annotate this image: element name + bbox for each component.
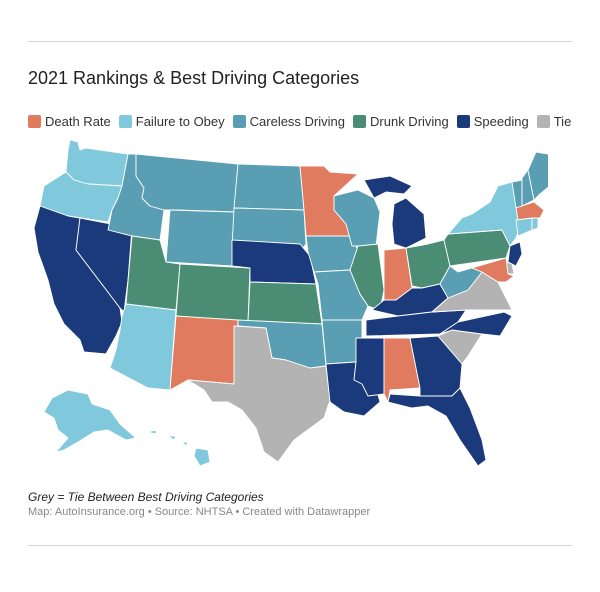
state-HI[interactable] bbox=[147, 429, 211, 467]
state-NM[interactable] bbox=[169, 315, 239, 391]
legend-label-drunk-driving: Drunk Driving bbox=[370, 114, 449, 129]
state-ME[interactable] bbox=[527, 151, 548, 201]
map-note: Grey = Tie Between Best Driving Categori… bbox=[28, 490, 264, 504]
legend-swatch-failure-to-obey bbox=[118, 115, 132, 128]
legend-item-failure-to-obey: Failure to Obey bbox=[118, 114, 225, 129]
legend-item-tie: Tie bbox=[536, 114, 572, 129]
legend-label-tie: Tie bbox=[553, 114, 572, 129]
legend-swatch-tie bbox=[536, 115, 550, 128]
state-ND[interactable] bbox=[233, 163, 305, 211]
state-AK[interactable] bbox=[43, 389, 137, 453]
state-WY[interactable] bbox=[165, 209, 235, 267]
state-TX[interactable] bbox=[187, 325, 331, 463]
state-MT[interactable] bbox=[135, 153, 239, 213]
legend-item-death-rate: Death Rate bbox=[28, 114, 111, 129]
state-MA[interactable] bbox=[515, 201, 545, 221]
legend-item-careless-driving: Careless Driving bbox=[232, 114, 346, 129]
state-KS[interactable] bbox=[247, 281, 323, 325]
top-divider bbox=[28, 41, 572, 42]
state-MD[interactable] bbox=[471, 257, 515, 283]
state-MI[interactable] bbox=[363, 175, 427, 249]
state-TN[interactable] bbox=[365, 309, 467, 337]
state-IA[interactable] bbox=[305, 235, 359, 273]
map-credit: Map: AutoInsurance.org • Source: NHTSA •… bbox=[28, 506, 371, 518]
legend-label-failure-to-obey: Failure to Obey bbox=[135, 114, 225, 129]
legend-swatch-careless-driving bbox=[232, 115, 246, 128]
state-NC[interactable] bbox=[439, 311, 513, 337]
legend-label-careless-driving: Careless Driving bbox=[249, 114, 346, 129]
legend-label-speeding: Speeding bbox=[473, 114, 529, 129]
legend-swatch-death-rate bbox=[28, 115, 41, 128]
state-FL[interactable] bbox=[387, 387, 487, 467]
state-CT[interactable] bbox=[515, 217, 533, 237]
state-WA[interactable] bbox=[65, 140, 129, 187]
map-title: 2021 Rankings & Best Driving Categories bbox=[28, 68, 360, 88]
legend-item-speeding: Speeding bbox=[456, 114, 529, 129]
state-NJ[interactable] bbox=[507, 241, 523, 267]
state-RI[interactable] bbox=[531, 217, 539, 231]
legend: Death Rate Failure to Obey Careless Driv… bbox=[28, 114, 579, 129]
legend-swatch-speeding bbox=[456, 115, 470, 128]
legend-swatch-drunk-driving bbox=[353, 115, 367, 128]
state-CO[interactable] bbox=[175, 263, 251, 323]
legend-label-death-rate: Death Rate bbox=[45, 114, 111, 129]
legend-item-drunk-driving: Drunk Driving bbox=[353, 114, 449, 129]
us-states-map bbox=[33, 140, 548, 467]
bottom-divider bbox=[28, 545, 572, 546]
